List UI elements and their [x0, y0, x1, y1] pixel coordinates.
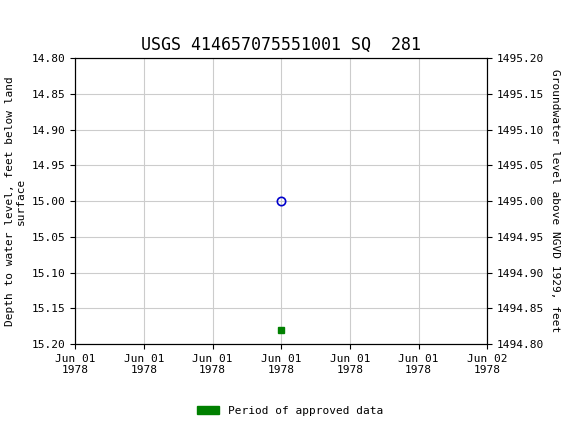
Y-axis label: Groundwater level above NGVD 1929, feet: Groundwater level above NGVD 1929, feet — [550, 69, 560, 333]
Title: USGS 414657075551001 SQ  281: USGS 414657075551001 SQ 281 — [142, 36, 421, 54]
Text: ≡USGS: ≡USGS — [9, 6, 63, 25]
Legend: Period of approved data: Period of approved data — [193, 401, 387, 420]
Y-axis label: Depth to water level, feet below land
surface: Depth to water level, feet below land su… — [5, 76, 26, 326]
